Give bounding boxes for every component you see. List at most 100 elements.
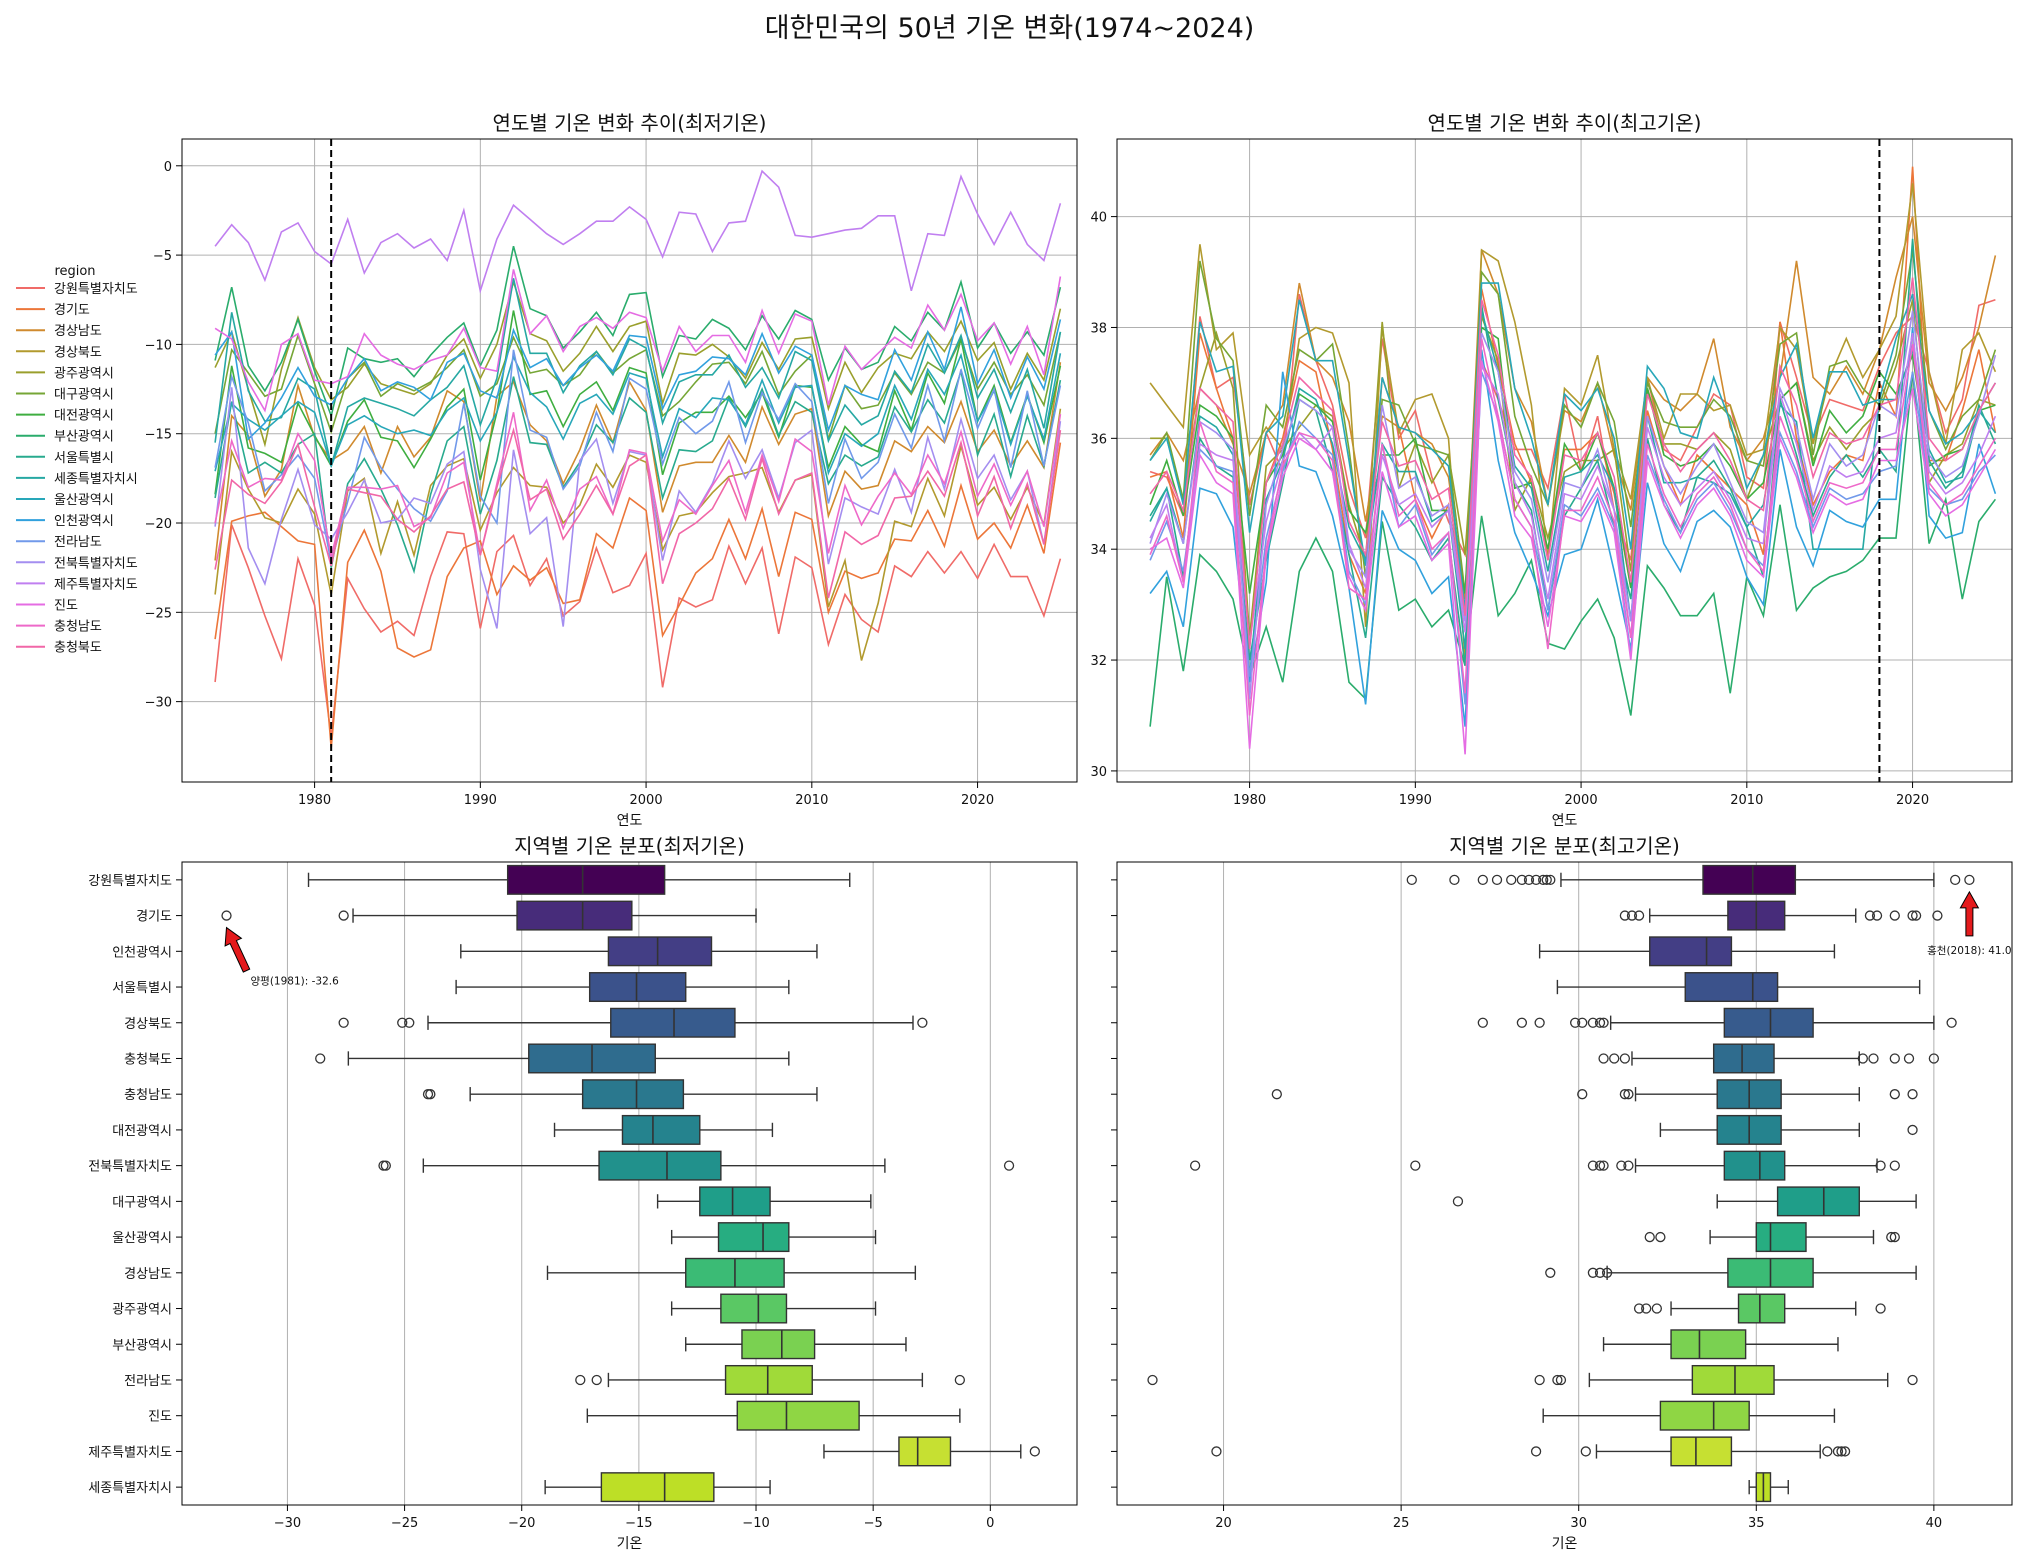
x-tick-label: 25 [1393, 1516, 1410, 1531]
box-대구광역시 [699, 1186, 771, 1217]
outlier-point [1516, 1017, 1528, 1028]
series-line-광주광역시 [214, 279, 1062, 448]
outlier-point [1822, 1446, 1833, 1457]
x-tick-label: 0 [986, 1516, 994, 1531]
annotation-label: 홍천(2018): 41.0 [1927, 944, 2012, 957]
outlier-point [1864, 910, 1876, 921]
category-label: 울산광역시 [112, 1231, 172, 1246]
category-label: 전라남도 [124, 1374, 172, 1389]
outlier-point [1875, 1303, 1886, 1314]
outlier-point [1889, 910, 1900, 921]
box-진도 [1659, 1400, 1750, 1431]
x-axis-label: 연도 [1552, 813, 1578, 829]
outlier-point [1928, 1053, 1940, 1064]
series-line-전라남도 [214, 349, 1062, 563]
outlier-point [1530, 1446, 1542, 1457]
box-울산광역시 [717, 1222, 790, 1253]
y-tick-label: 34 [1090, 543, 1107, 558]
category-label: 경상남도 [124, 1267, 172, 1282]
legend-entry: 울산광역시 [54, 493, 114, 508]
outlier-point [1907, 910, 1918, 921]
series-line-경상남도 [1149, 216, 1997, 600]
line-chart-0: 1980 1990 2000 2010 2020 0 −5 −10 −15 −20 −25 −30 연도… [16, 111, 1078, 829]
category-label: 충청북도 [124, 1052, 172, 1067]
outlier-point [1903, 1053, 1915, 1064]
outlier-point [1601, 1267, 1613, 1278]
outlier-point [1889, 1089, 1900, 1100]
box-경상북도 [610, 1007, 736, 1038]
outlier-point [1886, 1231, 1897, 1243]
box-충청북도 [1712, 1043, 1775, 1074]
category-label: 대전광역시 [112, 1124, 172, 1139]
y-tick-label: 38 [1090, 321, 1107, 336]
x-axis-label: 연도 [617, 813, 643, 829]
legend-entry: 경기도 [54, 303, 90, 318]
series-line-전북특별자치도 [1149, 310, 1997, 699]
series-line-울산광역시 [1149, 282, 1997, 611]
box-대전광역시 [621, 1114, 701, 1145]
x-tick-label: −30 [274, 1516, 301, 1531]
outlier-point [1541, 874, 1552, 886]
category-label: 강원특별자치도 [88, 874, 172, 889]
outlier-point [1633, 1303, 1645, 1314]
outlier-point [1950, 874, 1961, 886]
y-tick-label: −5 [153, 249, 172, 264]
x-tick-label: −15 [625, 1516, 652, 1531]
series-line-강원특별자치도 [1149, 294, 1996, 561]
outlier-point [1633, 910, 1645, 921]
outlier-point [1832, 1446, 1844, 1457]
box-부산광역시 [1670, 1329, 1747, 1360]
outlier-point [1523, 874, 1535, 886]
box-울산광역시 [1755, 1222, 1807, 1253]
outlier-point [1534, 1017, 1545, 1028]
box-경상북도 [1723, 1007, 1814, 1038]
outlier-point [1641, 1303, 1652, 1314]
series-line-제주특별자치도 [1149, 332, 1997, 644]
series-line-서울특별시 [214, 368, 1062, 575]
chart-title: 연도별 기온 변화 추이(최고기온) [1428, 111, 1702, 135]
y-tick-label: −25 [145, 606, 172, 621]
legend-entry: 서울특별시 [54, 451, 114, 466]
outlier-point [1449, 874, 1460, 886]
legend-entry: 광주광역시 [54, 366, 114, 381]
y-tick-label: 40 [1090, 211, 1107, 226]
outlier-point [1964, 874, 1975, 886]
outlier-point [380, 1160, 391, 1171]
x-tick-label: 2000 [630, 793, 663, 808]
outlier-point [1609, 1053, 1620, 1064]
legend-entry: 대전광역시 [54, 409, 114, 424]
category-label: 서울특별시 [112, 981, 172, 996]
outlier-point [1932, 910, 1943, 921]
series-line-진도 [214, 269, 1062, 413]
series-line-세종특별자치시 [214, 278, 1062, 467]
series-group [1149, 166, 1997, 755]
legend-entry: 충청남도 [54, 620, 102, 635]
y-tick-label: −20 [145, 517, 172, 532]
box-진도 [736, 1400, 860, 1431]
chart-title: 지역별 기온 분포(최고기온) [1449, 834, 1680, 858]
outlier-point [1626, 910, 1638, 921]
legend-entry: 대구광역시 [54, 388, 114, 403]
outlier-point [1857, 1053, 1868, 1064]
outlier-point [1907, 1089, 1918, 1100]
series-line-울산광역시 [214, 352, 1062, 476]
outlier-point [1534, 1374, 1545, 1386]
legend-entry: 부산광역시 [54, 430, 114, 445]
outlier-point [1875, 1160, 1886, 1171]
outlier-point [1889, 1053, 1900, 1064]
category-label: 전북특별자치도 [88, 1160, 172, 1175]
outlier-point [1477, 874, 1488, 886]
axes-frame [1116, 861, 2013, 1506]
x-tick-label: 30 [1570, 1516, 1587, 1531]
series-line-서울특별시 [1149, 238, 1997, 666]
outlier-point [1619, 1089, 1631, 1100]
category-label: 진도 [148, 1410, 172, 1425]
legend-entry: 인천광역시 [54, 514, 114, 529]
series-line-경상북도 [1149, 183, 1997, 661]
outlier-point [1871, 910, 1883, 921]
legend-title: region [54, 264, 95, 279]
axes-frame [181, 138, 1078, 783]
outlier-point [917, 1017, 928, 1028]
outlier-point [1836, 1446, 1847, 1457]
